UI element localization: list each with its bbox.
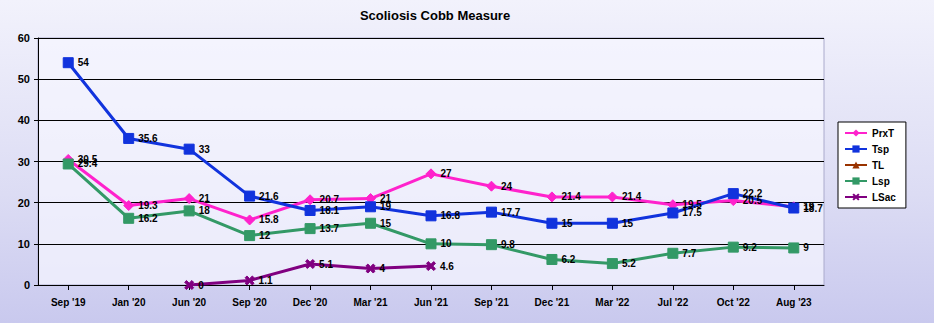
svg-text:5.2: 5.2 [622, 258, 636, 269]
svg-text:9.2: 9.2 [743, 242, 757, 253]
svg-text:Sep '19: Sep '19 [51, 297, 86, 308]
svg-text:16.8: 16.8 [441, 210, 461, 221]
svg-text:Jun '20: Jun '20 [172, 297, 206, 308]
svg-text:18.1: 18.1 [320, 205, 340, 216]
svg-text:Scoliosis Cobb Measure: Scoliosis Cobb Measure [360, 8, 510, 23]
svg-text:60: 60 [18, 32, 30, 44]
svg-text:15: 15 [561, 218, 573, 229]
svg-text:4: 4 [380, 263, 386, 274]
svg-text:33: 33 [199, 144, 211, 155]
svg-text:Dec '21: Dec '21 [535, 297, 570, 308]
svg-text:15: 15 [380, 218, 392, 229]
svg-text:4.6: 4.6 [440, 261, 454, 272]
svg-text:Oct '22: Oct '22 [717, 297, 750, 308]
svg-text:9: 9 [803, 242, 809, 253]
svg-text:10: 10 [441, 238, 453, 249]
svg-text:19.3: 19.3 [138, 200, 158, 211]
svg-text:10: 10 [18, 238, 30, 250]
svg-text:1.1: 1.1 [259, 275, 273, 286]
svg-text:0: 0 [198, 280, 204, 291]
svg-text:Aug '23: Aug '23 [776, 297, 812, 308]
svg-text:PrxT: PrxT [872, 128, 894, 139]
svg-text:7.7: 7.7 [682, 248, 696, 259]
svg-text:6.2: 6.2 [561, 254, 575, 265]
svg-text:29.4: 29.4 [78, 158, 98, 169]
svg-text:21.6: 21.6 [259, 191, 279, 202]
svg-text:Mar '21: Mar '21 [354, 297, 389, 308]
svg-text:17.5: 17.5 [682, 207, 702, 218]
svg-text:TL: TL [872, 160, 884, 171]
svg-text:21: 21 [199, 193, 211, 204]
svg-text:30: 30 [18, 156, 30, 168]
svg-text:15.8: 15.8 [259, 214, 279, 225]
svg-text:20.5: 20.5 [742, 195, 763, 207]
svg-text:12: 12 [259, 230, 271, 241]
svg-text:16.2: 16.2 [138, 213, 158, 224]
svg-text:20: 20 [18, 197, 30, 209]
svg-text:19.5: 19.5 [682, 199, 702, 211]
svg-text:19: 19 [380, 201, 392, 212]
svg-text:40: 40 [18, 114, 30, 126]
svg-text:Lsp: Lsp [872, 176, 890, 187]
svg-text:21.4: 21.4 [622, 191, 642, 202]
svg-text:Tsp: Tsp [872, 144, 889, 155]
svg-text:Sep '20: Sep '20 [232, 297, 267, 308]
svg-text:17.7: 17.7 [501, 207, 521, 218]
svg-text:50: 50 [18, 73, 30, 85]
svg-text:13.7: 13.7 [320, 223, 340, 234]
svg-text:21: 21 [380, 193, 392, 205]
svg-text:22.2: 22.2 [743, 188, 763, 199]
svg-text:18: 18 [199, 205, 211, 216]
svg-text:20.7: 20.7 [320, 194, 340, 205]
svg-text:21.4: 21.4 [561, 191, 581, 202]
svg-text:Jun '21: Jun '21 [414, 297, 448, 308]
svg-text:5.1: 5.1 [319, 259, 333, 270]
svg-text:18.7: 18.7 [803, 203, 823, 214]
svg-text:9.8: 9.8 [501, 239, 515, 250]
svg-text:0: 0 [24, 279, 30, 291]
svg-text:Sep '21: Sep '21 [474, 297, 509, 308]
svg-text:24: 24 [501, 181, 513, 192]
svg-text:Jul '22: Jul '22 [657, 297, 688, 308]
svg-text:Mar '22: Mar '22 [595, 297, 630, 308]
svg-text:Jan '20: Jan '20 [112, 297, 146, 308]
svg-text:54: 54 [78, 57, 90, 68]
svg-text:Dec '20: Dec '20 [293, 297, 328, 308]
svg-text:35.6: 35.6 [138, 133, 158, 144]
svg-text:LSac: LSac [872, 192, 896, 203]
svg-text:15: 15 [622, 218, 634, 229]
svg-text:27: 27 [441, 168, 453, 179]
